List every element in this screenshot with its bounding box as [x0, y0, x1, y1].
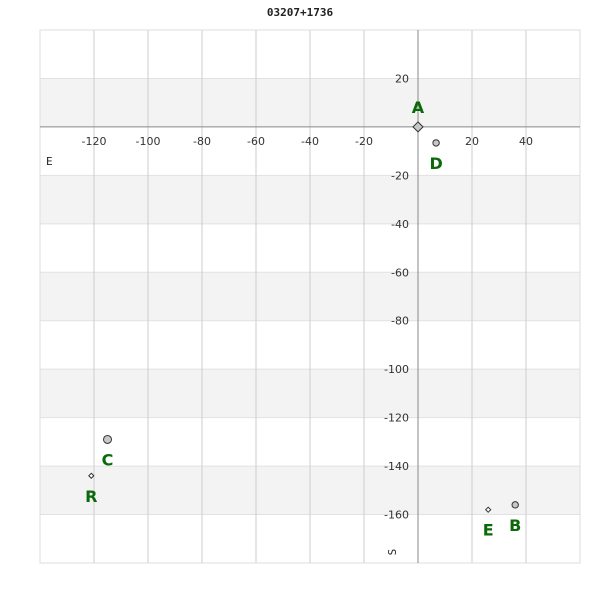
- x-tick-label: -80: [193, 135, 211, 148]
- x-tick-label: 40: [519, 135, 533, 148]
- star-label-E: E: [483, 521, 494, 540]
- x-tick-label: -60: [247, 135, 265, 148]
- y-tick-label: -80: [391, 315, 409, 328]
- y-tick-label: 20: [395, 72, 409, 85]
- y-tick-label: -120: [384, 412, 409, 425]
- y-tick-label: -100: [384, 363, 409, 376]
- x-tick-label: -20: [355, 135, 373, 148]
- star-label-C: C: [102, 450, 114, 469]
- south-label: S: [386, 549, 399, 556]
- chart-title: 03207+1736: [266, 6, 334, 19]
- star-marker-A: [412, 121, 424, 133]
- star-marker-D: [432, 139, 440, 147]
- star-label-B: B: [509, 516, 521, 535]
- x-tick-label: -120: [82, 135, 107, 148]
- east-label: E: [46, 155, 53, 168]
- x-tick-label: 20: [465, 135, 479, 148]
- x-tick-label: -100: [136, 135, 161, 148]
- star-label-D: D: [429, 154, 442, 173]
- y-tick-label: -60: [391, 266, 409, 279]
- star-marker-C: [103, 434, 112, 444]
- star-label-A: A: [412, 98, 425, 117]
- x-tick-label: -40: [301, 135, 319, 148]
- star-marker-B: [511, 501, 519, 509]
- star-marker-R: [88, 472, 95, 479]
- y-tick-label: -160: [384, 509, 409, 522]
- star-marker-E: [484, 506, 492, 513]
- star-label-R: R: [85, 487, 97, 506]
- y-tick-label: -140: [384, 460, 409, 473]
- y-tick-label: -20: [391, 169, 409, 182]
- y-tick-label: -40: [391, 218, 409, 231]
- plot-border: [39, 29, 581, 564]
